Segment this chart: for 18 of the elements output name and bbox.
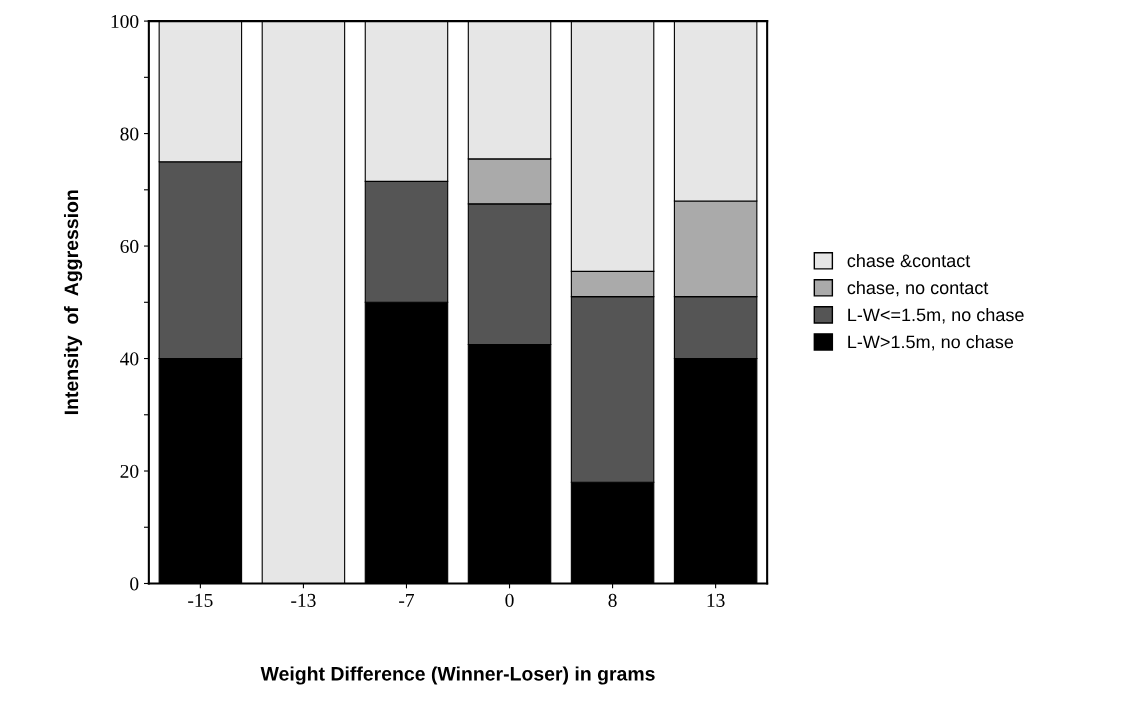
y-tick-label: 100 — [111, 14, 139, 29]
x-tick-label: 0 — [505, 593, 514, 607]
x-tick-label: -13 — [291, 593, 316, 607]
legend-label: chase, no contact — [847, 280, 989, 297]
x-axis-title: Weight Difference (Winner-Loser) in grams — [260, 666, 655, 685]
x-tick-label: -15 — [188, 593, 213, 607]
x-tick-label: 13 — [707, 593, 725, 607]
x-tick-label: 8 — [608, 593, 617, 607]
y-tick-label: 80 — [120, 127, 139, 141]
x-tick-label: -7 — [399, 593, 415, 607]
y-axis-title: Intensity of Aggression — [63, 190, 83, 415]
y-tick-label: 20 — [120, 464, 139, 478]
y-tick-label: 0 — [130, 577, 139, 591]
legend-label: L-W>1.5m, no chase — [848, 335, 1014, 351]
legend-label: L-W<=1.5m, no chase — [848, 307, 1024, 324]
y-tick-label: 40 — [120, 352, 139, 366]
y-tick-label: 60 — [120, 239, 139, 253]
legend-label: chase &contact — [847, 253, 971, 268]
